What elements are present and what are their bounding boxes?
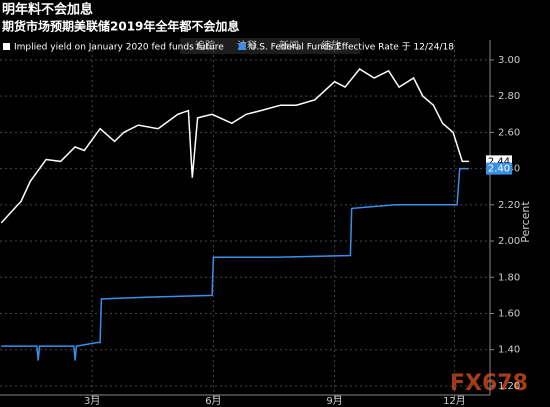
series-line: [0, 68, 469, 224]
y-tick-label: 3.00: [498, 55, 520, 66]
y-axis-label: Percent: [519, 201, 532, 243]
x-tick-label: 3月: [84, 395, 100, 407]
legend-label: Implied yield on January 2020 fed funds …: [14, 43, 224, 53]
end-label: 2.44: [488, 156, 510, 167]
y-tick-label: 1.80: [498, 272, 520, 283]
toolbar-bg: [180, 38, 360, 54]
toolbar-button[interactable]: 新闻: [279, 39, 299, 52]
y-tick-label: 1.40: [498, 345, 520, 356]
end-label: 2.40: [488, 164, 510, 175]
legend-swatch: [238, 43, 246, 50]
y-tick-label: 2.20: [498, 200, 520, 211]
y-tick-label: 2.60: [498, 127, 520, 138]
x-tick-label: 6月: [205, 395, 221, 407]
watermark: FX678: [450, 371, 528, 396]
toolbar-button[interactable]: 追踪: [195, 39, 215, 52]
series-line: [1, 167, 469, 361]
chart-subtitle: 期货市场预期美联储2019年全年都不会加息: [2, 19, 239, 34]
chart-title: 明年料不会加息: [2, 2, 93, 18]
legend-swatch: [3, 43, 10, 50]
y-tick-label: 2.00: [498, 236, 520, 247]
legend-label: U.S. Federal Funds Effective Rate 于 12/2…: [250, 42, 454, 53]
end-label-box: [486, 162, 512, 175]
y-tick-label: 1.60: [498, 308, 520, 319]
x-tick-label: 12月: [443, 395, 466, 407]
y-tick-label: 1.20: [498, 381, 520, 392]
toolbar-button[interactable]: 缩放: [321, 39, 341, 52]
x-tick-label: 9月: [326, 395, 342, 407]
y-tick-label: 2.80: [498, 91, 520, 102]
